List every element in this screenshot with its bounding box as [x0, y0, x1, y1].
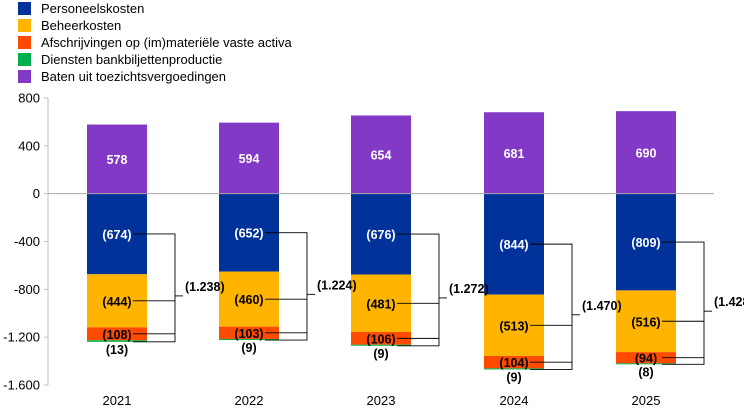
total-bracket: [662, 241, 705, 365]
total-bracket: [265, 232, 308, 341]
bar-value-label: (674): [102, 228, 131, 242]
legend-item: Personeelskosten: [18, 0, 292, 17]
x-tick-label: 2022: [235, 393, 264, 408]
y-tick-label: 0: [33, 186, 40, 201]
bar-segment: [351, 115, 411, 194]
total-bracket: [133, 233, 176, 343]
chart-legend: Personeelskosten Beheerkosten Afschrijving…: [18, 0, 292, 85]
total-bracket: [397, 233, 440, 347]
bar-segment: [616, 111, 676, 194]
bar-segment: [616, 352, 676, 364]
y-tick-label: 800: [18, 91, 40, 106]
legend-swatch: [18, 2, 31, 15]
total-label: (1.224): [317, 278, 357, 292]
bar-value-label: (516): [631, 315, 660, 329]
bar-value-label: (513): [499, 319, 528, 333]
total-label: (1.470): [582, 299, 622, 313]
bar-segment: [87, 124, 147, 194]
x-tick-label: 2021: [103, 393, 132, 408]
legend-item: Beheerkosten: [18, 17, 292, 34]
legend-label: Personeelskosten: [41, 1, 145, 16]
bar-value-label: 690: [636, 146, 657, 160]
bar-value-label: (9): [241, 341, 256, 355]
bar-value-label: (94): [635, 352, 657, 366]
bar-value-label: (460): [234, 293, 263, 307]
total-brackets: (1.238) (1.224) (1.272) (1.470) (1.428): [133, 232, 744, 370]
bar-value-label: (104): [499, 356, 528, 370]
bar-value-label: 681: [504, 147, 525, 161]
bar-segment: [484, 355, 544, 369]
bar-value-label: (108): [102, 328, 131, 342]
x-tick-label: 2025: [632, 393, 661, 408]
legend-item: Baten uit toezichtsvergoedingen: [18, 68, 292, 85]
total-label: (1.238): [185, 280, 225, 294]
bar-value-label: 578: [107, 153, 128, 167]
bar-segment: [219, 326, 279, 339]
x-tick-label: 2023: [367, 393, 396, 408]
legend-item: Diensten bankbiljettenproductie: [18, 51, 292, 68]
y-tick-label: 400: [18, 138, 40, 153]
legend-item: Afschrijvingen op (im)materiële vaste ac…: [18, 34, 292, 51]
bar-value-label: 594: [239, 152, 260, 166]
bar-value-label: (844): [499, 238, 528, 252]
bar-segment: [616, 363, 676, 365]
total-bracket: [530, 243, 573, 370]
legend-label: Baten uit toezichtsvergoedingen: [41, 69, 227, 84]
bar-value-label: (444): [102, 295, 131, 309]
legend-swatch: [18, 19, 31, 32]
legend-label: Afschrijvingen op (im)materiële vaste ac…: [41, 35, 292, 50]
bar-value-label: (809): [631, 236, 660, 250]
bar-segment: [219, 122, 279, 194]
y-tick-label: -400: [14, 234, 40, 249]
y-tick-label: -1.200: [3, 330, 40, 345]
y-tick-label: -1.600: [3, 378, 40, 393]
bar-segment: [87, 340, 147, 342]
x-axis: 2021 2022 2023 2024 2025: [103, 393, 661, 408]
legend-label: Beheerkosten: [41, 18, 122, 33]
bar-segment: [484, 368, 544, 370]
legend-swatch: [18, 70, 31, 83]
bar-value-label: (9): [506, 370, 521, 384]
bar-segment: [351, 344, 411, 346]
bar-value-label: (106): [366, 332, 395, 346]
legend-swatch: [18, 53, 31, 66]
bar-segment: [219, 338, 279, 341]
bar-labels: 578 (674) (444) (108)(13) 594 (652) (460) (103)…: [102, 146, 660, 384]
total-label: (1.428): [714, 295, 744, 309]
bar-segment: [484, 112, 544, 194]
total-label: (1.272): [449, 282, 489, 296]
bar-value-label: (103): [234, 327, 263, 341]
bar-value-label: (13): [106, 343, 128, 357]
legend-label: Diensten bankbiljettenproductie: [41, 52, 223, 67]
x-tick-label: 2024: [500, 393, 529, 408]
bar-segment: [87, 327, 147, 341]
bar-value-label: (676): [366, 228, 395, 242]
bar-value-label: (9): [373, 347, 388, 361]
y-axis: 800 400 0 -400 -800 -1.200 -1.600: [3, 91, 49, 393]
bar-value-label: (8): [638, 365, 653, 379]
bar-value-label: 654: [371, 149, 392, 163]
legend-swatch: [18, 36, 31, 49]
y-tick-label: -800: [14, 282, 40, 297]
bar-segment: [351, 332, 411, 345]
bar-value-label: (481): [366, 297, 395, 311]
bar-value-label: (652): [234, 227, 263, 241]
